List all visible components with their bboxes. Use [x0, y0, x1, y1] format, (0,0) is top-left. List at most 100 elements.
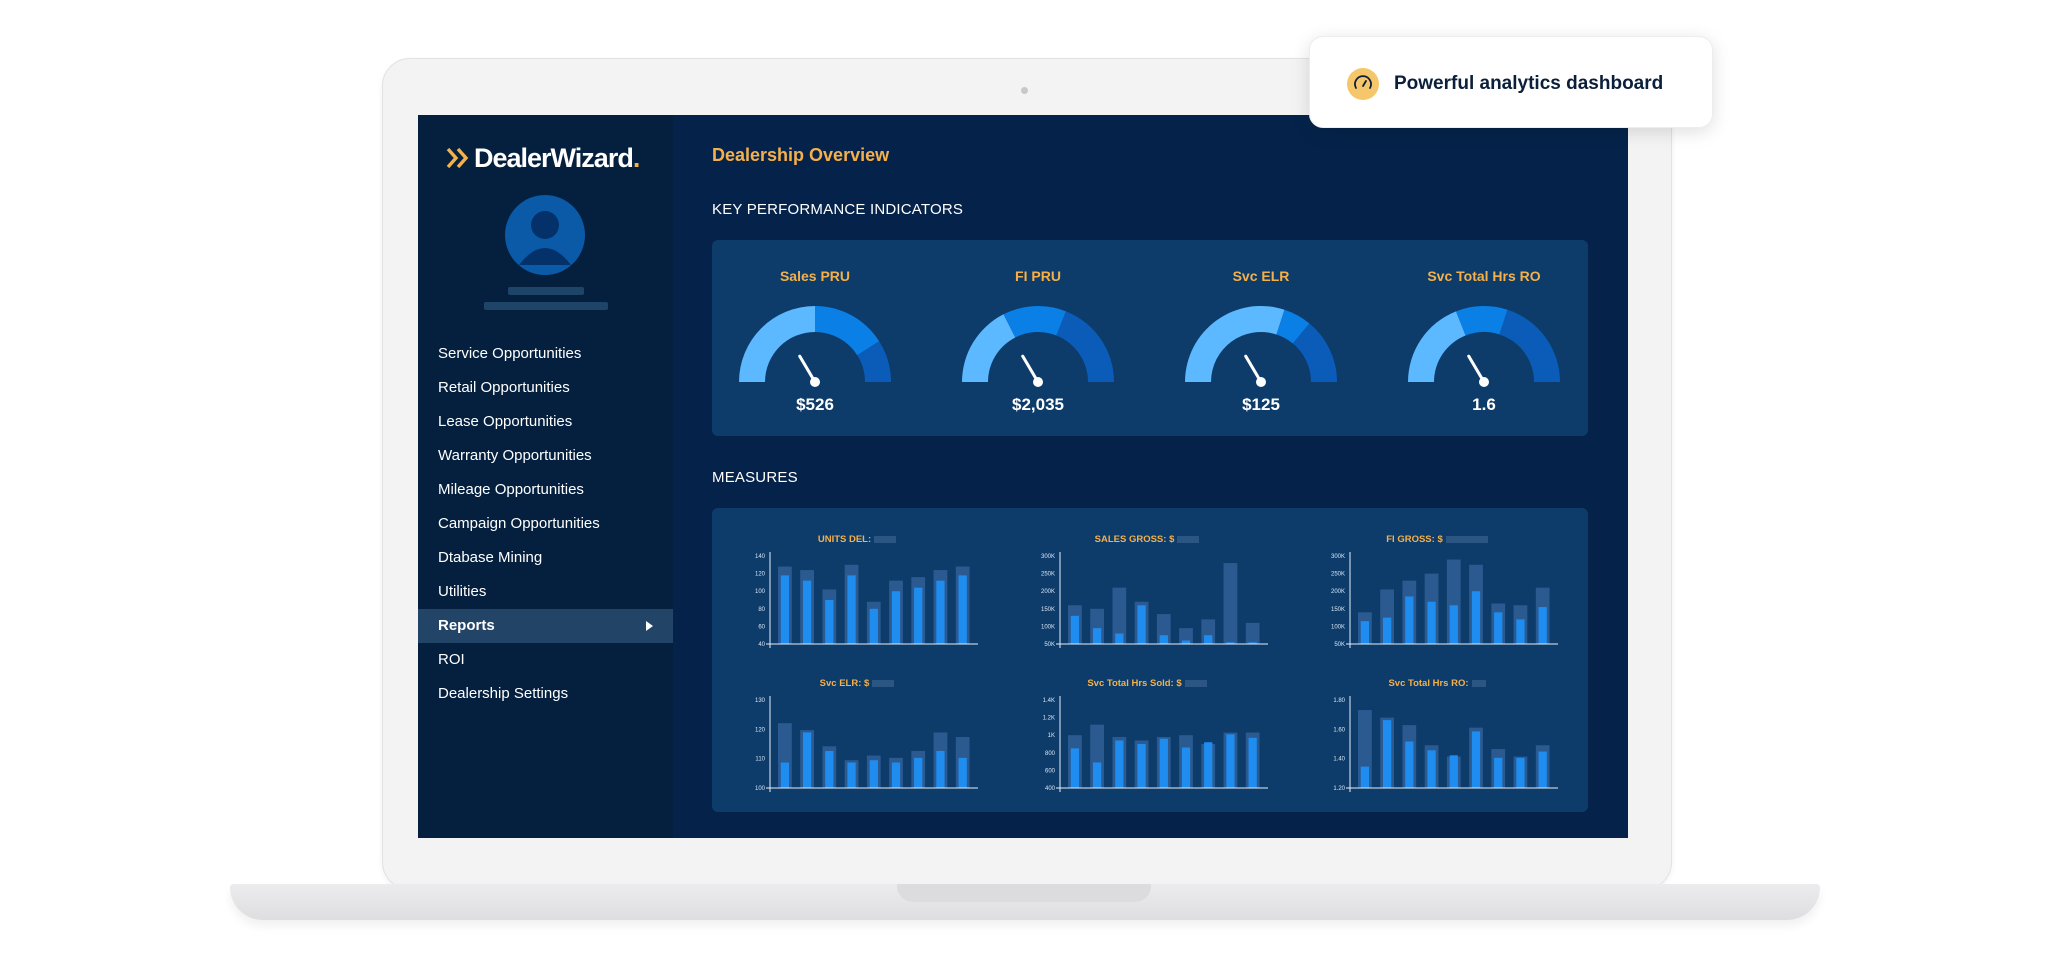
sidebar-item-service-opportunities[interactable]: Service Opportunities — [418, 337, 673, 371]
bar-secondary — [1223, 563, 1238, 644]
chart-fi-gross[interactable]: FI GROSS: $ 300K 250K 200K 150K 100K 50K — [1312, 534, 1562, 654]
sidebar-item-warranty-opportunities[interactable]: Warranty Opportunities — [418, 439, 673, 473]
kpi-value: $526 — [796, 395, 834, 414]
bar-primary — [1248, 737, 1257, 788]
sidebar-item-database-mining[interactable]: Dtabase Mining — [418, 541, 673, 575]
kpi-svc-elr[interactable]: Svc ELR $125 — [1176, 268, 1346, 415]
y-tick-label: 40 — [758, 642, 765, 648]
bar-primary — [1092, 762, 1102, 788]
y-tick-label: 1K — [1048, 733, 1055, 739]
y-tick-label: 130 — [755, 698, 766, 704]
bar-primary — [1137, 744, 1146, 788]
y-tick-label: 1.80 — [1333, 698, 1345, 704]
bar-primary — [914, 757, 923, 788]
y-tick-label: 250K — [1041, 572, 1055, 578]
bar-primary — [1494, 757, 1503, 788]
brand-name: DealerWizard — [474, 142, 634, 173]
kpi-title: Sales PRU — [779, 268, 851, 284]
gauge-segment — [1276, 309, 1310, 344]
chart-svc-elr[interactable]: Svc ELR: $ 130 120 110 100 — [732, 678, 982, 798]
page-title: Dealership Overview — [712, 145, 890, 165]
sidebar-item-label: Reports — [438, 617, 495, 634]
brand-logo[interactable]: DealerWizard. — [446, 138, 640, 178]
kpi-sales-pru[interactable]: Sales PRU $526 — [730, 268, 900, 415]
gauge-hub — [1033, 377, 1043, 387]
callout-text: Powerful analytics dashboard — [1394, 73, 1664, 94]
bar-primary — [1516, 619, 1525, 644]
gauge-segment — [1456, 306, 1508, 336]
kpi-heading: KEY PERFORMANCE INDICATORS — [712, 201, 964, 218]
sidebar-item-retail-opportunities[interactable]: Retail Opportunities — [418, 371, 673, 405]
bar-primary — [914, 587, 923, 644]
bar-primary — [825, 600, 834, 644]
sidebar-item-roi[interactable]: ROI — [418, 643, 673, 677]
sidebar-item-reports[interactable]: Reports — [418, 609, 673, 643]
chart-svc-total-hrs-ro[interactable]: Svc Total Hrs RO: 1.80 1.60 1.40 1.20 — [1312, 678, 1562, 798]
y-tick-label: 600 — [1045, 768, 1056, 774]
chart-title: Svc Total Hrs RO: — [1312, 678, 1562, 689]
bar-chart: 300K 250K 200K 150K 100K 50K — [1041, 552, 1268, 648]
bar-chart: 1.80 1.60 1.40 1.20 — [1333, 696, 1558, 792]
y-tick-label: 120 — [755, 727, 766, 733]
bar-primary — [1471, 591, 1481, 644]
y-tick-label: 1.20 — [1333, 786, 1345, 792]
user-name-placeholder — [508, 287, 584, 295]
bar-primary — [1204, 742, 1213, 788]
bar-primary — [1449, 755, 1458, 788]
y-tick-label: 50K — [1334, 642, 1345, 648]
y-tick-label: 150K — [1331, 607, 1345, 613]
y-tick-label: 250K — [1331, 572, 1345, 578]
camera — [1021, 87, 1028, 94]
y-tick-label: 1.40 — [1333, 757, 1345, 763]
chart-svc-total-hrs-sold[interactable]: Svc Total Hrs Sold: $ 1.4K 1.2K 1K 800 600 40… — [1022, 678, 1272, 798]
y-tick-label: 150K — [1041, 607, 1055, 613]
gauge-segment — [815, 306, 880, 356]
sidebar-nav: Service Opportunities Retail Opportuniti… — [418, 337, 673, 711]
kpi-title: FI PRU — [1015, 268, 1061, 284]
bar-primary — [1494, 612, 1503, 644]
sidebar-item-lease-opportunities[interactable]: Lease Opportunities — [418, 405, 673, 439]
kpi-panel: Sales PRU $526 FI PRU $2,035 Svc ELR $12… — [712, 240, 1588, 436]
bar-primary — [891, 762, 901, 788]
chart-title-text: FI GROSS: $ — [1386, 534, 1443, 545]
kpi-value: 1.6 — [1472, 395, 1496, 414]
kpi-svc-total-hrs-ro[interactable]: Svc Total Hrs RO 1.6 — [1399, 268, 1569, 415]
chart-title-text: UNITS DEL: — [817, 534, 872, 545]
sidebar-item-label: Utilities — [438, 583, 487, 600]
chart-units-del[interactable]: UNITS DEL: 140 120 100 80 60 40 — [732, 534, 982, 654]
chart-title: UNITS DEL: — [732, 534, 982, 545]
chart-title: Svc Total Hrs Sold: $ — [1022, 678, 1272, 689]
kpi-fi-pru[interactable]: FI PRU $2,035 — [953, 268, 1123, 415]
bar-secondary — [1112, 587, 1127, 644]
sidebar-item-mileage-opportunities[interactable]: Mileage Opportunities — [418, 473, 673, 507]
y-tick-label: 120 — [755, 572, 766, 578]
y-tick-label: 1.4K — [1043, 698, 1055, 704]
bar-primary — [1159, 635, 1168, 644]
gauge-needle — [798, 354, 817, 384]
y-tick-label: 60 — [758, 624, 765, 630]
sidebar-item-utilities[interactable]: Utilities — [418, 575, 673, 609]
y-tick-label: 100K — [1041, 624, 1055, 630]
caret-right-icon — [646, 621, 653, 631]
kpi-value: $125 — [1242, 395, 1280, 414]
chart-title-text: SALES GROSS: $ — [1094, 534, 1175, 545]
chart-title-text: Svc Total Hrs RO: — [1388, 678, 1469, 689]
measures-panel: UNITS DEL: 140 120 100 80 60 40 SALES GROSS: … — [712, 508, 1588, 812]
bar-primary — [1115, 633, 1124, 644]
value-placeholder — [1471, 679, 1486, 687]
bar-primary — [1204, 635, 1213, 644]
gauge-segment — [1292, 323, 1337, 382]
sidebar-item-campaign-opportunities[interactable]: Campaign Opportunities — [418, 507, 673, 541]
sidebar-item-label: Service Opportunities — [438, 345, 582, 362]
avatar[interactable] — [505, 195, 585, 275]
chart-sales-gross[interactable]: SALES GROSS: $ 300K 250K 200K 150K 100K 50K — [1022, 534, 1272, 654]
value-placeholder — [874, 535, 897, 543]
gauge-hub — [1256, 377, 1266, 387]
sidebar-item-dealership-settings[interactable]: Dealership Settings — [418, 677, 673, 711]
y-tick-label: 80 — [758, 607, 765, 613]
gauge-svc-total-hrs-ro — [1408, 306, 1560, 387]
y-tick-label: 200K — [1041, 589, 1055, 595]
bar-primary — [847, 762, 856, 788]
bar-primary — [1092, 628, 1102, 644]
y-tick-label: 100 — [755, 589, 766, 595]
